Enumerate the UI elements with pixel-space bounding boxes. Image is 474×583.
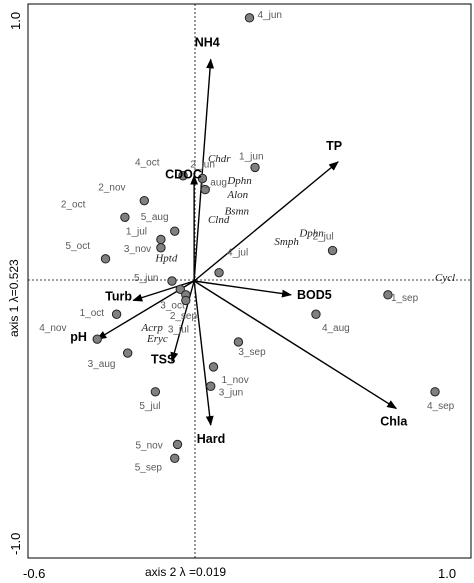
site-point-4-oct — [178, 171, 188, 181]
site-label-5-jun: 5_jun — [134, 273, 158, 284]
y-axis-title: axis 1 λ=0.523 — [7, 259, 21, 337]
site-point-5-jul — [150, 387, 161, 397]
site-point-5-aug — [170, 226, 180, 236]
site-point-3-oct — [175, 284, 185, 295]
site-label-1-oct: 1_oct — [80, 308, 105, 319]
site-label-5-oct: 5_oct — [66, 241, 91, 252]
site-label-5-aug: 5_aug — [141, 212, 169, 223]
site-label-1-aug: 1_aug — [199, 178, 227, 189]
site-label-3-oct: 3_oct — [160, 300, 185, 311]
site-point-2-jul — [327, 245, 338, 256]
site-point-4-jul — [214, 267, 224, 278]
site-label-4-jun: 4_jun — [258, 10, 282, 21]
species-label-hptd-7: Hptd — [154, 253, 178, 265]
site-point-1-sep — [383, 290, 393, 300]
site-point-3-nov — [156, 243, 166, 253]
species-label-clnd-4: Clnd — [208, 214, 230, 226]
site-point-4-jun — [244, 13, 255, 23]
env-label-cdoc: CDOC — [165, 168, 202, 182]
site-label-3-sep: 3_sep — [238, 347, 266, 358]
environmental-vectors — [96, 58, 398, 427]
species-label-chdr-0: Chdr — [208, 153, 231, 165]
env-arrow-nh4 — [193, 58, 215, 282]
env-label-chla: Chla — [380, 414, 408, 428]
species-label-acrp-9: Acrp — [141, 322, 164, 334]
x-axis-title: axis 2 λ =0.019 — [145, 565, 226, 579]
site-point-3-aug — [122, 348, 133, 358]
site-point-2-jun — [197, 173, 208, 184]
site-label-3-nov: 3_nov — [124, 244, 151, 255]
env-arrow-tp — [193, 161, 339, 282]
x-tick-right: 1.0 — [438, 566, 456, 581]
environmental-labels: NH4 TP CDOC BOD5 Turb pH TSS Hard Chla — [70, 35, 408, 446]
x-tick-left: -0.6 — [23, 566, 45, 581]
site-label-2-jun: 2_jun — [190, 160, 214, 171]
site-point-1-jul — [156, 234, 166, 245]
site-label-2-sep: 2_sep — [170, 311, 198, 322]
site-point-2-nov — [139, 195, 149, 206]
site-label-5-jul: 5_jul — [139, 401, 160, 412]
site-point-1-nov — [208, 362, 219, 372]
site-label-1-jul: 1_jul — [126, 226, 147, 237]
site-point-1-oct — [111, 309, 122, 319]
site-label-5-nov: 5_nov — [136, 440, 163, 451]
site-point-3-jun — [206, 381, 216, 391]
site-point-4-aug — [311, 309, 321, 319]
site-point-4-nov — [92, 334, 102, 344]
site-point-4-sep — [430, 387, 440, 397]
site-point-5-oct — [100, 254, 111, 264]
env-label-ph: pH — [70, 330, 87, 344]
site-point-1-jun — [250, 162, 260, 173]
env-arrow-bod5 — [194, 280, 293, 298]
y-tick-bottom: -1.0 — [8, 533, 23, 555]
site-point-5-nov — [172, 439, 183, 450]
env-label-turb: Turb — [105, 289, 132, 303]
species-label-alon-2: Alon — [226, 189, 248, 201]
y-tick-top: 1.0 — [8, 12, 23, 30]
species-label-smph-6: Smph — [274, 236, 299, 248]
species-label-dphn-1: Dphn — [226, 175, 252, 187]
site-label-3-jul: 3_jul — [168, 324, 189, 335]
site-label-2-nov: 2_nov — [98, 183, 125, 194]
species-label-cycl-8: Cycl — [435, 272, 455, 284]
species-label-bsmn-3: Bsmn — [225, 206, 250, 218]
env-label-tp: TP — [326, 139, 342, 153]
site-label-3-jun: 3_jun — [219, 387, 243, 398]
site-label-4-sep: 4_sep — [427, 401, 455, 412]
site-point-1-aug — [200, 184, 210, 195]
site-label-1-sep: 1_sep — [391, 293, 419, 304]
site-point-2-oct — [120, 212, 130, 222]
site-label-1-nov: 1_nov — [222, 375, 249, 386]
site-point-5-jun — [167, 276, 177, 286]
species-label-dphn-5: Dphn — [298, 228, 324, 240]
site-label-2-oct: 2_oct — [61, 199, 86, 210]
env-arrow-hard — [193, 280, 214, 427]
species-label-eryc-10: Eryc — [146, 333, 168, 345]
site-label-4-nov: 4_nov — [39, 323, 66, 334]
env-label-hard: Hard — [197, 432, 225, 446]
site-label-4-oct: 4_oct — [135, 158, 160, 169]
site-point-3-sep — [233, 337, 244, 347]
env-arrow-chla — [193, 280, 398, 410]
env-label-nh4: NH4 — [195, 35, 220, 49]
site-label-5-sep: 5_sep — [135, 462, 163, 473]
env-label-bod5: BOD5 — [297, 288, 332, 302]
site-point-5-sep — [170, 453, 180, 463]
site-label-2-jul: 2_jul — [313, 232, 334, 243]
site-label-4-aug: 4_aug — [322, 323, 350, 334]
species-labels: ChdrDphnAlonBsmnClndDphnSmphHptdCyclAcrp… — [141, 153, 456, 345]
env-label-tss: TSS — [151, 352, 175, 366]
site-points: 4_jun 1_jun 2_jun 1_aug 4_oct 2_nov 2_oct 5_aug… — [39, 10, 454, 473]
site-point-3-jul — [181, 295, 191, 306]
site-label-3-aug: 3_aug — [88, 359, 116, 370]
env-arrow-turb — [132, 280, 195, 302]
site-label-4-jul: 4_jul — [227, 248, 248, 259]
plot-frame — [27, 3, 472, 559]
site-label-1-jun: 1_jun — [239, 151, 263, 162]
